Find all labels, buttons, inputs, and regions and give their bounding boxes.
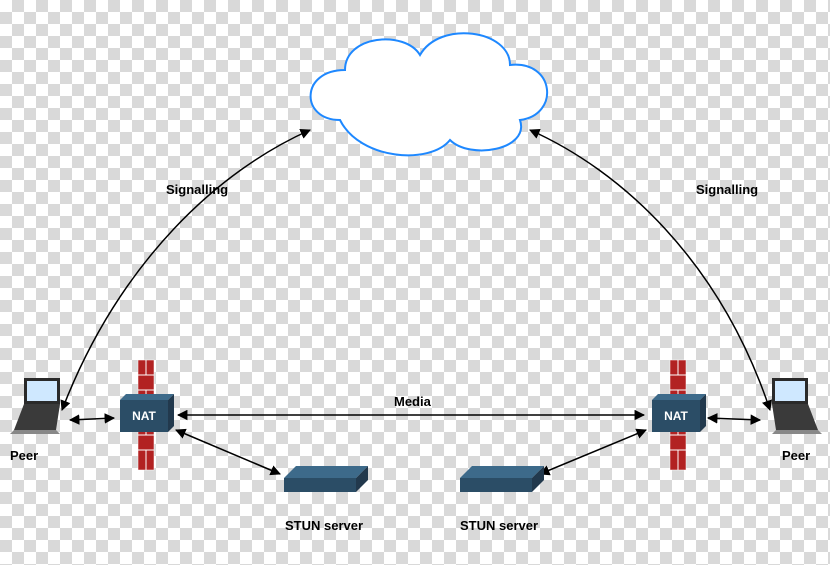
label-peer-left: Peer xyxy=(10,448,38,463)
edge-signalling-right xyxy=(530,130,770,410)
laptop-right-icon xyxy=(772,378,822,434)
label-stun-left: STUN server xyxy=(285,518,363,533)
edge-nat-stun-left xyxy=(176,430,280,474)
label-signalling-left: Signalling xyxy=(166,182,228,197)
edge-peer-nat-right xyxy=(708,418,760,420)
label-media: Media xyxy=(394,394,431,409)
cloud-icon xyxy=(311,33,548,155)
nat-box-right: NAT xyxy=(652,394,706,432)
edge-signalling-left xyxy=(62,130,310,410)
nat-box-left: NAT xyxy=(120,394,174,432)
laptop-left-icon xyxy=(10,378,60,434)
nat-left-label: NAT xyxy=(132,409,156,423)
label-stun-right: STUN server xyxy=(460,518,538,533)
edge-peer-nat-left xyxy=(70,418,114,420)
diagram-svg: NAT NAT xyxy=(0,0,830,565)
stun-server-right-icon xyxy=(460,466,544,492)
diagram-stage: NAT NAT xyxy=(0,0,830,565)
nat-right-label: NAT xyxy=(664,409,688,423)
label-peer-right: Peer xyxy=(782,448,810,463)
label-signalling-right: Signalling xyxy=(696,182,758,197)
stun-server-left-icon xyxy=(284,466,368,492)
edge-nat-stun-right xyxy=(540,430,646,474)
